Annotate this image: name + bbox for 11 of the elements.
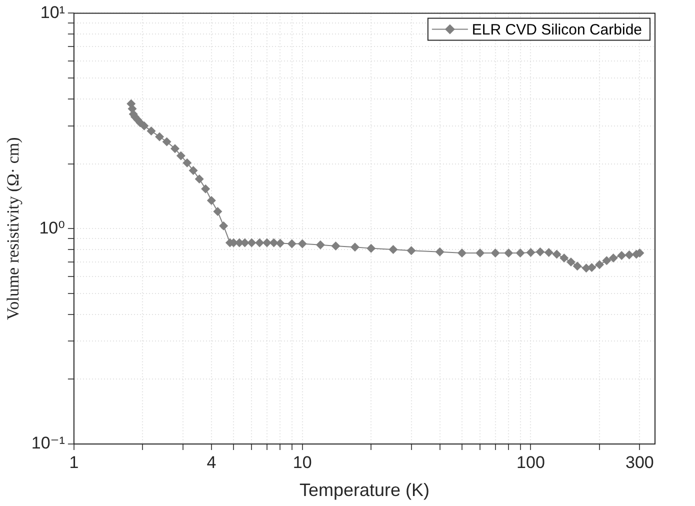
y-tick-label: 10⁻¹ xyxy=(31,434,66,453)
y-axis-title: Volume resistivity (Ω· cm) xyxy=(4,137,23,320)
x-tick-label: 300 xyxy=(626,452,654,472)
y-tick-label: 10⁰ xyxy=(39,218,66,238)
y-tick-label: 10¹ xyxy=(40,2,66,22)
x-tick-label: 4 xyxy=(206,452,216,472)
x-tick-label: 1 xyxy=(69,452,79,472)
x-axis-title: Temperature (K) xyxy=(299,480,430,500)
x-tick-label: 100 xyxy=(516,452,545,472)
x-tick-label: 10 xyxy=(292,452,312,472)
legend-label: ELR CVD Silicon Carbide xyxy=(472,21,642,38)
